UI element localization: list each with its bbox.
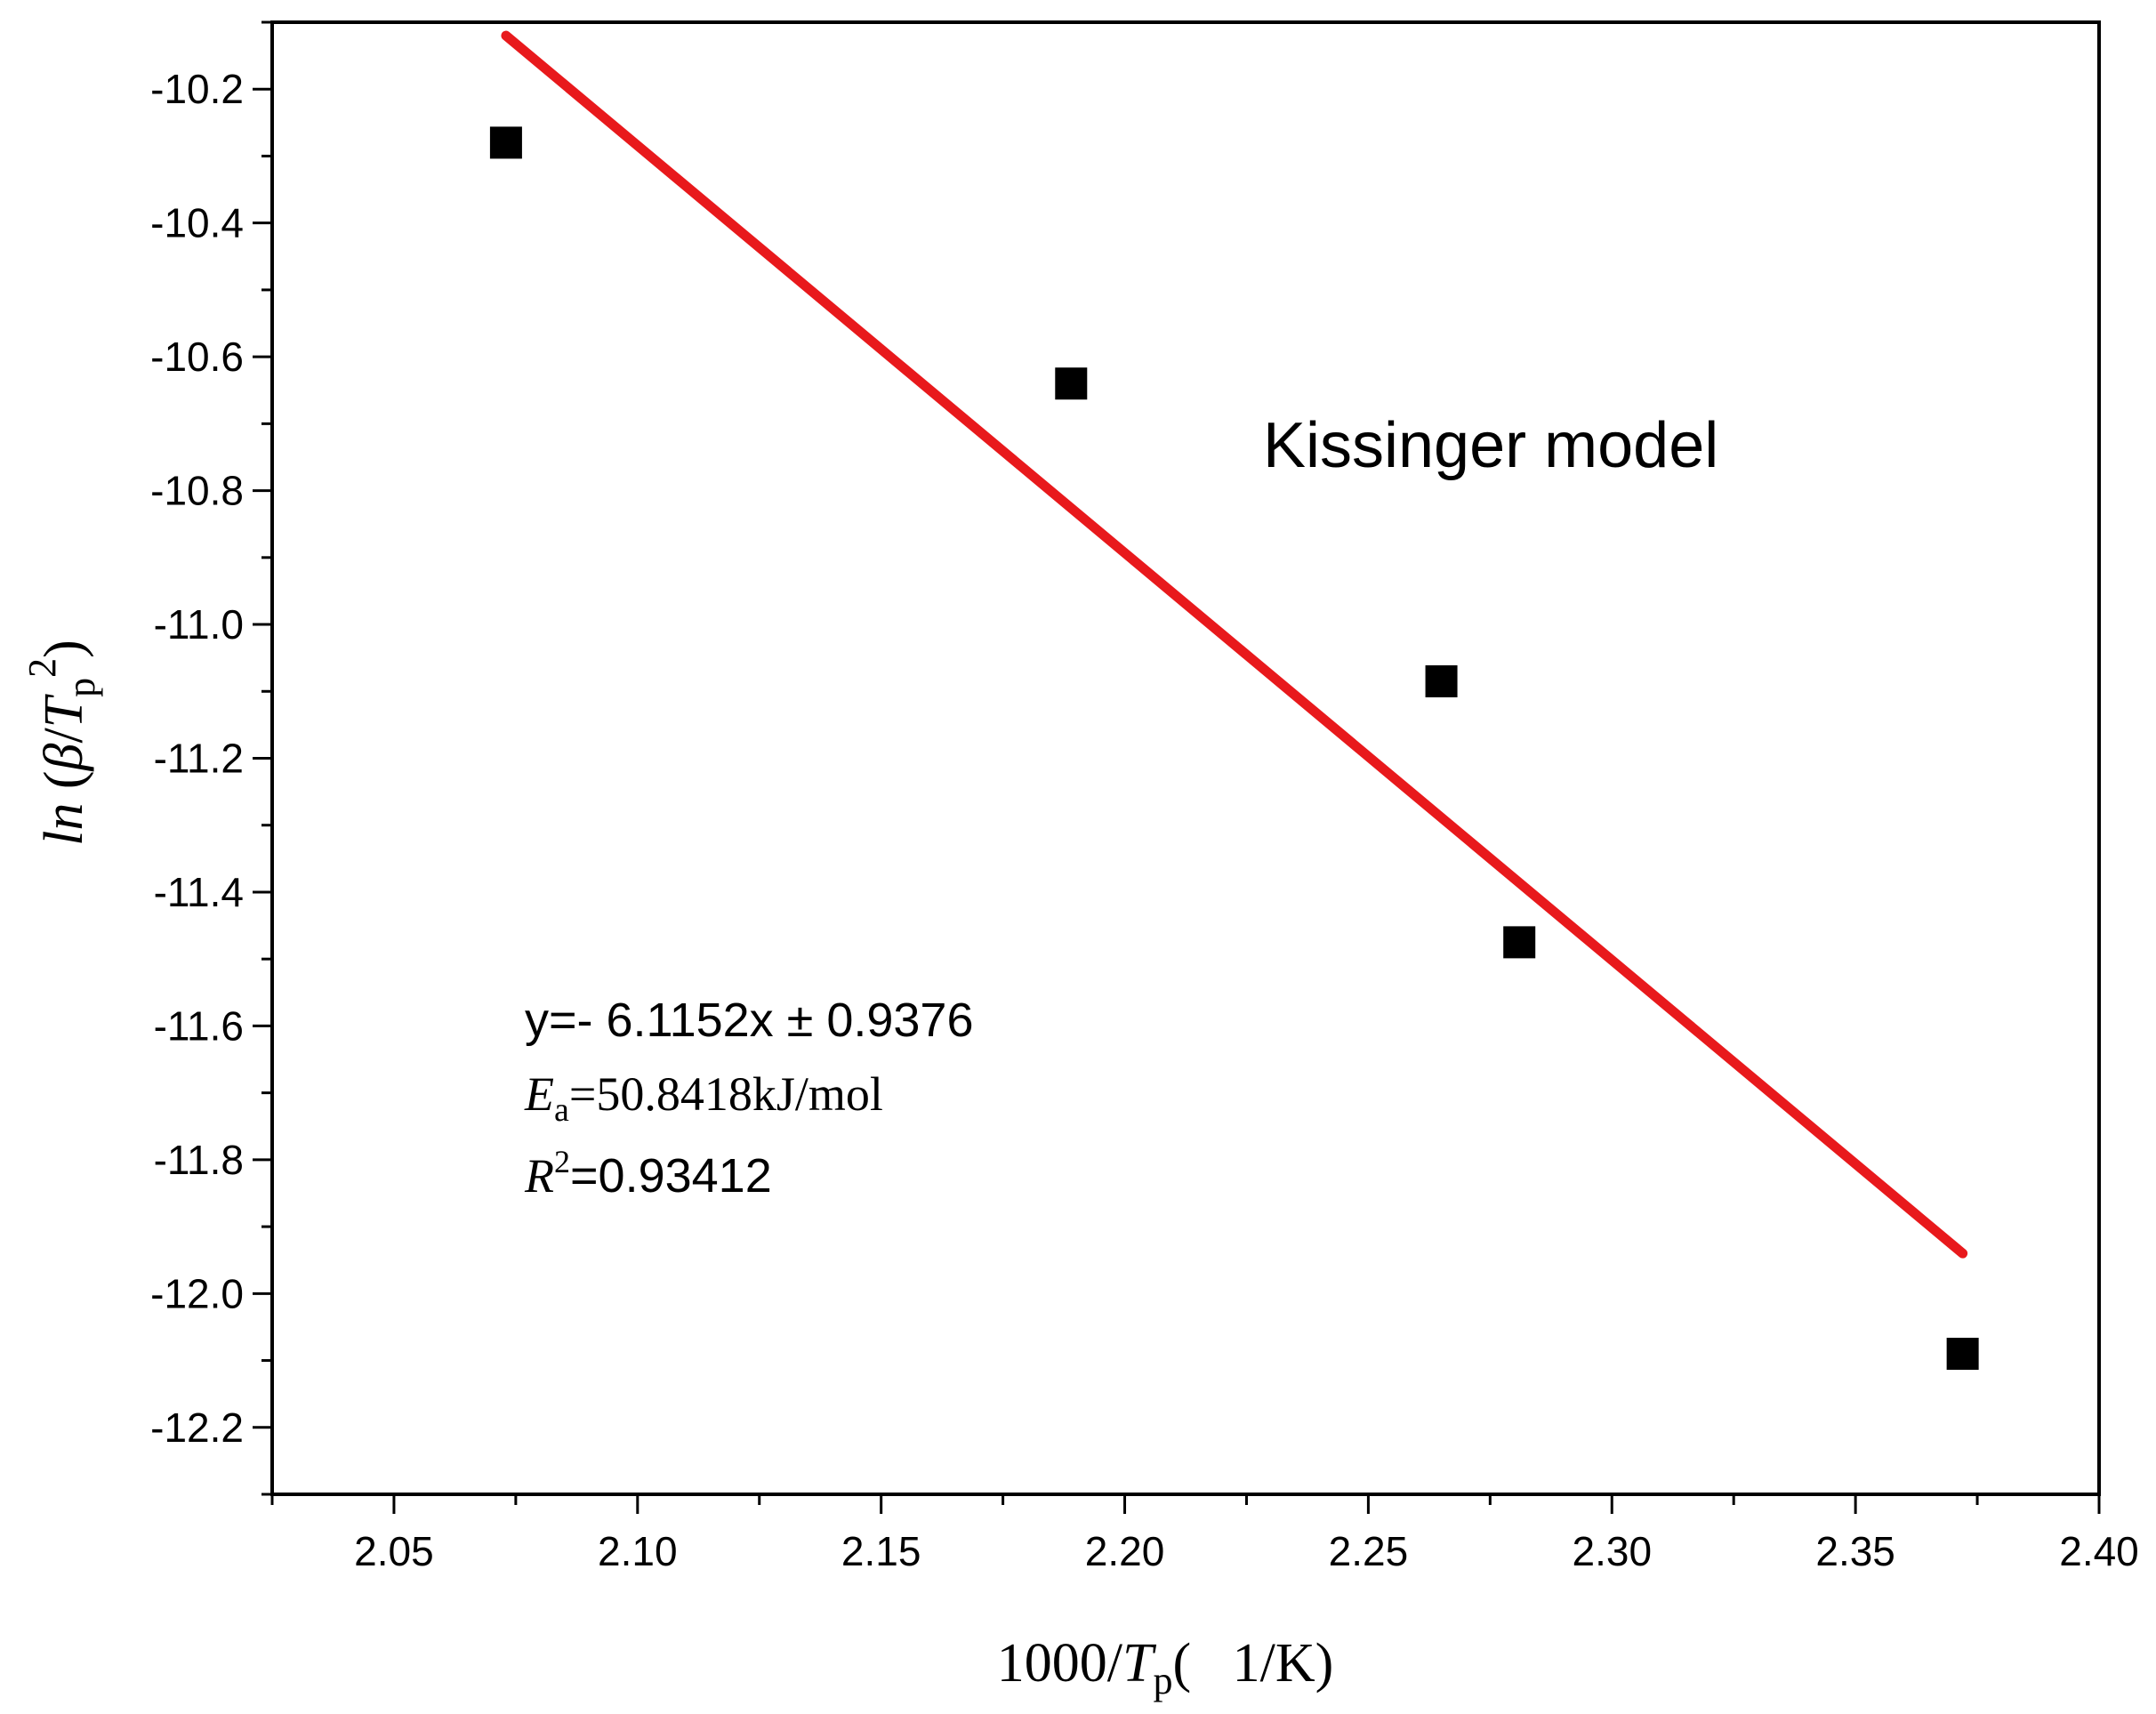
y-tick-label: -12.0 — [150, 1270, 244, 1316]
data-point — [1425, 664, 1458, 697]
x-tick-label: 2.20 — [1085, 1528, 1165, 1574]
data-point — [489, 126, 522, 159]
r2-value: =0.93412 — [570, 1149, 772, 1203]
x-tick-label: 2.40 — [2059, 1528, 2139, 1574]
y-title-close: ) — [34, 640, 94, 658]
x-tick-label: 2.10 — [598, 1528, 678, 1574]
x-tick-label: 2.05 — [354, 1528, 434, 1574]
data-point — [1946, 1338, 1979, 1371]
y-tick-label: -11.2 — [154, 736, 244, 782]
x-tick-label: 2.35 — [1815, 1528, 1895, 1574]
r-squared: R2=0.93412 — [524, 1144, 772, 1203]
y-title-open: ( — [34, 770, 94, 802]
y-tick-label: -10.6 — [150, 334, 244, 380]
x-title-var: T — [1122, 1633, 1157, 1694]
x-title-suffix: ( 1/K) — [1172, 1633, 1333, 1694]
data-point — [1503, 926, 1536, 959]
y-axis-title: ln (β/Tp2) — [20, 640, 103, 846]
x-tick-label: 2.30 — [1573, 1528, 1653, 1574]
data-point — [1055, 367, 1088, 400]
x-tick-label: 2.25 — [1329, 1528, 1409, 1574]
data-points — [489, 126, 1979, 1371]
y-tick-label: -10.2 — [150, 66, 244, 112]
y-tick-label: -10.4 — [150, 200, 244, 246]
y-title-slash: / — [34, 728, 94, 744]
ea-sub: a — [554, 1091, 569, 1129]
x-title-prefix: 1000/ — [997, 1633, 1123, 1694]
x-axis-ticks: 2.05 2.10 2.15 2.20 2.25 2.30 2.35 2.40 — [270, 1494, 2139, 1574]
y-tick-label: -11.0 — [154, 601, 244, 648]
y-title-sup: 2 — [20, 658, 64, 678]
r2-var: R — [524, 1149, 554, 1203]
y-tick-label: -12.2 — [150, 1404, 244, 1451]
y-title-var: T — [34, 693, 94, 728]
y-title-beta: β — [34, 743, 94, 771]
y-tick-label: -11.6 — [154, 1002, 244, 1049]
y-title-fn: ln — [34, 803, 94, 846]
plot-frame — [270, 20, 2101, 1496]
ea-value: =50.8418kJ/mol — [569, 1067, 883, 1121]
x-axis-title: 1000/Tp( 1/K) — [997, 1633, 1334, 1702]
fit-equation: y=- 6.1152x ± 0.9376 — [525, 994, 973, 1047]
y-tick-label: -11.8 — [154, 1137, 244, 1183]
ea-var: E — [524, 1067, 554, 1121]
fit-line — [501, 30, 1968, 1259]
x-tick-label: 2.15 — [841, 1528, 921, 1574]
r2-sup: 2 — [554, 1144, 570, 1179]
y-tick-label: -10.8 — [150, 468, 244, 514]
y-title-sub: p — [60, 678, 103, 697]
y-tick-label: -11.4 — [154, 869, 244, 915]
activation-energy: Ea=50.8418kJ/mol — [524, 1067, 883, 1129]
fit-line-layer — [501, 30, 1968, 1259]
model-label: Kissinger model — [1263, 410, 1718, 481]
y-axis-ticks: -10.2 -10.4 -10.6 -10.8 -11.0 -11.2 -11.4 -11.6… — [150, 20, 272, 1496]
x-title-sub: p — [1153, 1659, 1172, 1702]
